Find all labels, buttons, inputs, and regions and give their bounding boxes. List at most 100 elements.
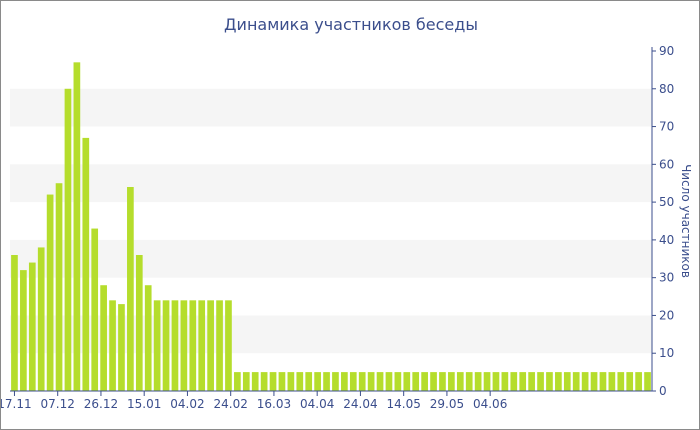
bar	[171, 300, 179, 391]
grid-band	[10, 315, 652, 354]
bar	[439, 372, 446, 391]
bar	[73, 62, 81, 391]
bar	[519, 372, 527, 391]
bar	[546, 372, 553, 391]
x-axis: 17.11 07.12 26.12 15.01 04.02 24.02 16.03 04.04…	[1, 390, 652, 411]
bar	[82, 137, 90, 391]
y-tick-label: 40	[659, 233, 674, 247]
bar	[492, 372, 500, 391]
x-tick-label: 14.05	[386, 397, 420, 411]
bar	[456, 372, 464, 391]
x-tick-label: 24.02	[214, 397, 248, 411]
bar	[349, 372, 357, 391]
bar	[305, 372, 313, 391]
bar	[323, 372, 330, 391]
bar	[162, 300, 170, 391]
bar	[341, 372, 348, 391]
bar	[474, 372, 482, 391]
bar	[626, 372, 634, 391]
bar	[465, 372, 473, 391]
bar	[412, 372, 420, 391]
bar	[448, 372, 455, 391]
bar	[189, 300, 197, 391]
bar	[385, 372, 393, 391]
y-tick-label: 30	[659, 271, 674, 285]
x-tick-label: 04.06	[473, 397, 507, 411]
bar	[528, 372, 535, 391]
y-tick-label: 70	[659, 120, 674, 134]
x-tick-label: 04.02	[170, 397, 204, 411]
bar	[599, 372, 607, 391]
bar	[225, 300, 232, 391]
bar	[501, 372, 509, 391]
x-tick-label: 07.12	[41, 397, 75, 411]
bar	[198, 300, 206, 391]
bar	[153, 300, 161, 391]
y-tick-label: 0	[659, 384, 667, 398]
bar	[144, 285, 152, 391]
bar	[127, 187, 134, 391]
bar	[563, 372, 571, 391]
bar	[11, 255, 18, 391]
bar	[64, 88, 72, 391]
y-tick-label: 90	[659, 44, 674, 58]
bar	[581, 372, 589, 391]
y-axis-label: Число участников	[679, 164, 693, 278]
grid-band	[10, 239, 652, 278]
bar	[403, 372, 411, 391]
bar	[20, 270, 27, 391]
bar	[242, 372, 250, 391]
bar	[55, 183, 63, 391]
bar	[635, 372, 642, 391]
bar	[180, 300, 188, 391]
bar	[296, 372, 304, 391]
y-tick-label: 80	[659, 82, 674, 96]
bar	[332, 372, 339, 391]
bar	[510, 372, 518, 391]
bar	[430, 372, 437, 391]
x-tick-label: 16.03	[257, 397, 291, 411]
bar	[135, 255, 143, 391]
bar	[46, 194, 54, 391]
grid-band	[10, 164, 652, 203]
bar	[483, 372, 491, 391]
x-tick-label: 04.04	[300, 397, 334, 411]
bar	[367, 372, 375, 391]
bar	[260, 372, 268, 391]
bar	[590, 372, 598, 391]
bar	[118, 304, 125, 391]
y-axis: 0 10 20 30 40 50 60 70 80 90	[651, 44, 674, 398]
bar	[537, 372, 544, 391]
x-tick-label: 24.04	[343, 397, 377, 411]
grid-band	[10, 88, 652, 127]
y-tick-label: 10	[659, 346, 674, 360]
bar	[109, 300, 116, 391]
bars	[11, 62, 651, 391]
bar	[376, 372, 384, 391]
x-tick-label: 26.12	[84, 397, 118, 411]
bar	[617, 372, 625, 391]
bar	[358, 372, 366, 391]
bar	[287, 372, 295, 391]
y-tick-label: 50	[659, 195, 674, 209]
bar	[216, 300, 223, 391]
bar	[314, 372, 321, 391]
bar	[269, 372, 277, 391]
bar	[234, 372, 241, 391]
chart-title: Динамика участников беседы	[224, 15, 478, 34]
bar	[278, 372, 286, 391]
bar	[421, 372, 428, 391]
x-tick-label: 15.01	[127, 397, 161, 411]
x-tick-label: 29.05	[430, 397, 464, 411]
bar	[394, 372, 402, 391]
bar	[608, 372, 616, 391]
bar	[100, 285, 107, 391]
grid-bands	[10, 88, 652, 354]
y-tick-label: 60	[659, 157, 674, 171]
bar	[28, 262, 36, 391]
bar	[251, 372, 259, 391]
bar	[91, 228, 99, 391]
bar	[555, 372, 562, 391]
